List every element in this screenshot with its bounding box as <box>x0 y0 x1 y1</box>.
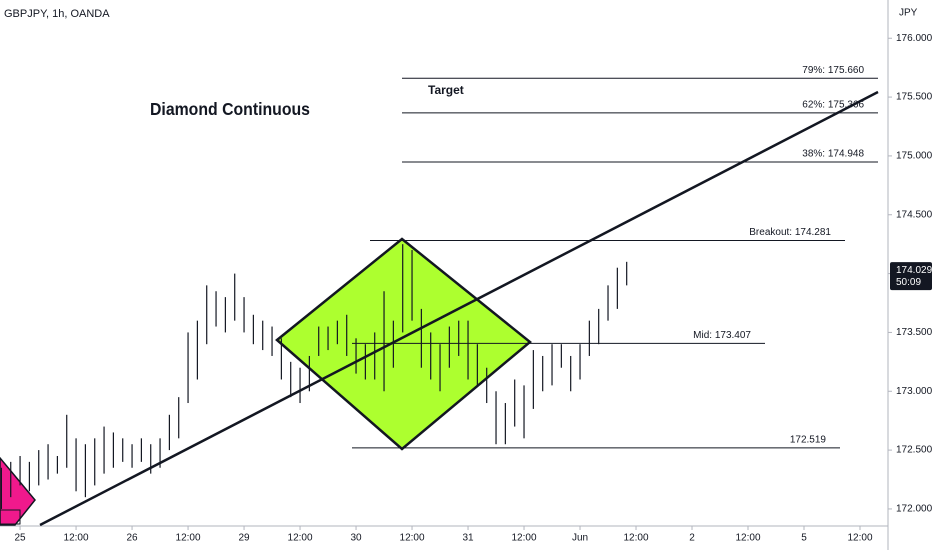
x-tick-label: 12:00 <box>64 533 89 544</box>
level-label: 38%: 174.948 <box>802 149 864 160</box>
y-tick-label: 174.500 <box>896 209 932 220</box>
y-tick-label: 175.500 <box>896 92 932 103</box>
y-tick-label: 176.000 <box>896 33 932 44</box>
countdown-label: 50:09 <box>896 277 921 288</box>
level-label: 79%: 175.660 <box>802 65 864 76</box>
y-tick-label: 173.500 <box>896 327 932 338</box>
y-tick-label: 175.000 <box>896 151 932 162</box>
x-tick-label: 26 <box>126 533 138 544</box>
y-tick-label: 172.500 <box>896 445 932 456</box>
x-tick-label: 2 <box>689 533 695 544</box>
y-tick-label: 172.000 <box>896 504 932 515</box>
x-tick-label: 12:00 <box>735 533 760 544</box>
x-tick-label: 12:00 <box>847 533 872 544</box>
symbol-header: GBPJPY, 1h, OANDA <box>4 8 110 20</box>
trend-line <box>39 90 879 527</box>
x-tick-label: 30 <box>350 533 362 544</box>
last-price-label: 174.029 <box>896 265 932 276</box>
x-tick-label: 12:00 <box>512 533 537 544</box>
x-tick-label: 12:00 <box>400 533 425 544</box>
level-label: Mid: 173.407 <box>693 330 751 341</box>
previous-pattern <box>0 456 36 526</box>
level-label: Breakout: 174.281 <box>749 227 831 238</box>
x-tick-label: 12:00 <box>624 533 649 544</box>
x-tick-label: 12:00 <box>288 533 313 544</box>
x-tick-label: 5 <box>801 533 807 544</box>
annotation: Target <box>428 83 464 97</box>
previous-pattern-box <box>0 509 21 525</box>
y-tick-label: 173.000 <box>896 386 932 397</box>
axis-unit: JPY <box>899 8 918 19</box>
x-tick-label: 12:00 <box>176 533 201 544</box>
x-tick-label: 31 <box>462 533 474 544</box>
level-label: 172.519 <box>790 435 827 446</box>
chart-title: Diamond Continuous <box>150 99 310 119</box>
x-tick-label: Jun <box>572 533 588 544</box>
diamond-pattern <box>275 237 532 451</box>
last-price-box <box>890 262 932 291</box>
level-label: 62%: 175.366 <box>802 99 864 110</box>
x-tick-label: 29 <box>238 533 250 544</box>
x-tick-label: 25 <box>15 533 27 544</box>
